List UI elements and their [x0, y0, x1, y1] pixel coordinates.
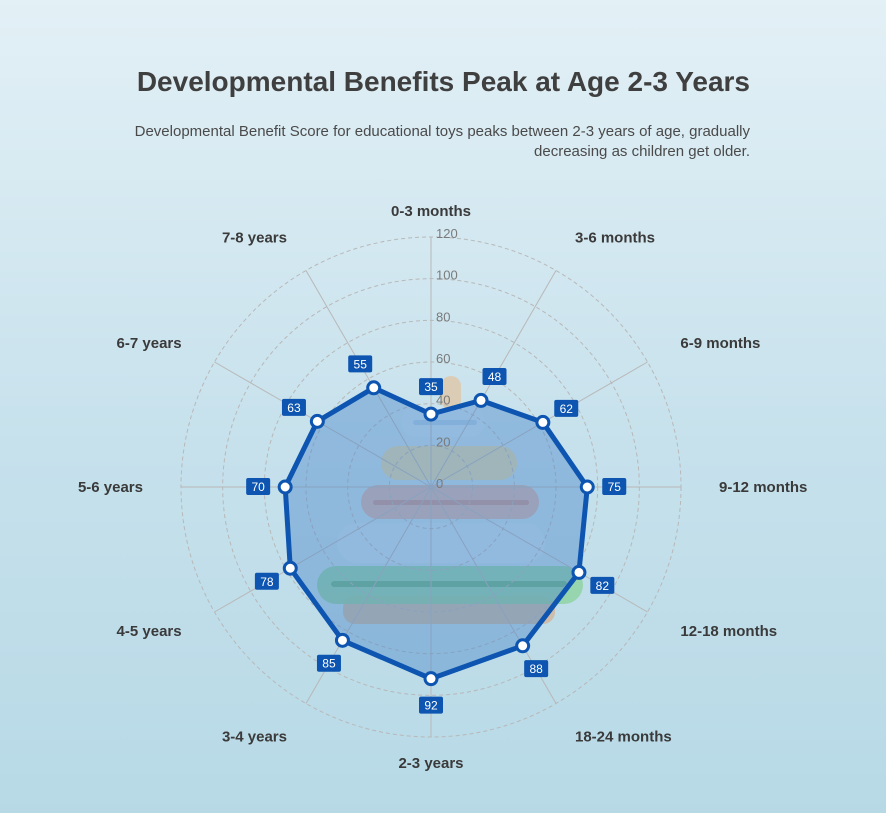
value-label: 63: [287, 401, 301, 415]
series-area: [282, 385, 590, 682]
data-point: [366, 380, 382, 396]
category-label: 9-12 months: [719, 479, 807, 496]
value-badge: [554, 399, 579, 417]
value-badge: [281, 398, 306, 416]
value-badge: [348, 355, 373, 373]
data-point: [473, 392, 489, 408]
value-badge: [316, 654, 341, 672]
value-badge: [602, 478, 627, 495]
category-label: 6-7 years: [117, 335, 182, 352]
radial-tick-label: 0: [436, 476, 443, 491]
value-label: 85: [322, 657, 336, 671]
data-point: [334, 632, 350, 648]
category-label: 3-6 months: [575, 230, 655, 247]
value-label: 62: [560, 402, 574, 416]
radial-tick-label: 80: [436, 309, 450, 324]
data-point: [535, 414, 551, 430]
label-layer: 0 20 40 60 80 100 120 35 48 62 75 82 88 92 85 78 70 63 55 0…: [78, 203, 807, 772]
radar-grid: [180, 236, 682, 738]
category-label: 2-3 years: [398, 755, 463, 772]
data-point: [515, 638, 531, 654]
radial-tick-label: 100: [436, 268, 458, 283]
category-label: 7-8 years: [222, 230, 287, 247]
value-badge: [254, 572, 279, 590]
value-label: 82: [596, 579, 610, 593]
value-label: 35: [424, 380, 438, 394]
category-label: 12-18 months: [680, 623, 777, 640]
grid-spoke: [305, 270, 432, 488]
category-label: 3-4 years: [222, 728, 287, 745]
data-point: [423, 406, 439, 422]
value-label: 55: [354, 357, 368, 371]
data-point: [571, 564, 587, 580]
value-label: 75: [608, 480, 622, 494]
value-badge: [246, 478, 271, 495]
category-label: 4-5 years: [117, 623, 182, 640]
value-badge: [524, 660, 549, 678]
category-label: 5-6 years: [78, 479, 143, 496]
value-label: 48: [488, 370, 502, 384]
radial-tick-label: 60: [436, 351, 450, 366]
category-label: 18-24 months: [575, 728, 672, 745]
radial-tick-label: 120: [436, 226, 458, 241]
radial-tick-label: 20: [436, 434, 450, 449]
category-label: 0-3 months: [391, 203, 471, 220]
value-badge: [482, 368, 507, 386]
value-label: 92: [424, 699, 438, 713]
chart-subtitle: Developmental Benefit Score for educatio…: [134, 123, 750, 160]
data-point: [277, 479, 293, 495]
data-point: [282, 560, 298, 576]
value-badge: [590, 576, 615, 594]
value-label: 70: [251, 480, 265, 494]
category-label: 6-9 months: [680, 335, 760, 352]
value-badge: [419, 696, 443, 714]
grid-spoke: [214, 486, 432, 613]
radial-tick-label: 40: [436, 393, 450, 408]
value-label: 88: [529, 662, 543, 676]
value-badge: [419, 378, 443, 396]
series-layer: [277, 380, 595, 687]
data-point: [309, 413, 325, 429]
data-point: [423, 671, 439, 687]
value-label: 78: [260, 575, 274, 589]
chart-title: Developmental Benefits Peak at Age 2-3 Y…: [136, 66, 750, 97]
data-point: [579, 479, 595, 495]
